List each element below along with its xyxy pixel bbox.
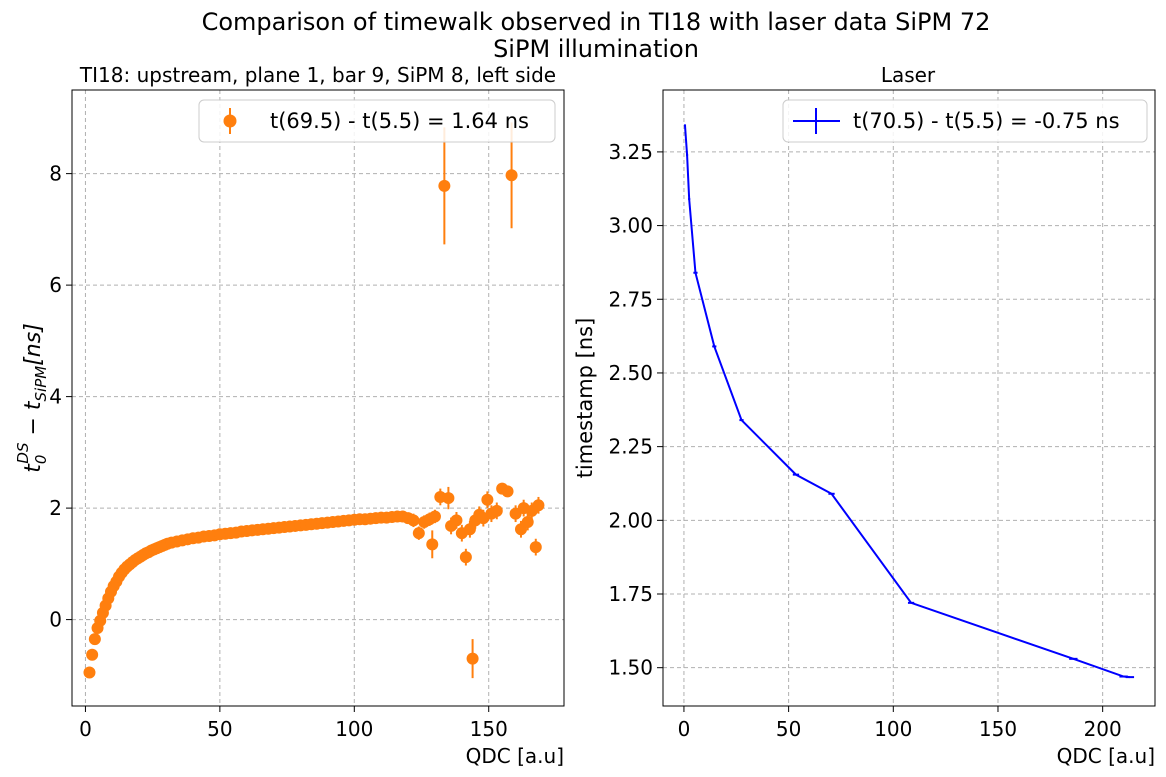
left-x-axis-label: QDC [a.u] [466,744,564,768]
data-point [428,510,441,523]
right-ytick-label: 3.25 [608,140,653,164]
figure-suptitle-line2: SiPM illumination [493,35,699,63]
data-point [442,492,455,505]
left-grid [72,90,564,706]
left-ytick-label: 0 [49,608,62,632]
data-point [407,514,420,527]
right-ytick-label: 1.50 [608,656,653,680]
data-point [529,541,542,554]
left-legend-label: t(69.5) - t(5.5) = 1.64 ns [270,109,529,133]
left-xtick-label: 100 [335,717,373,741]
data-point [490,504,503,517]
left-ytick-label: 8 [49,162,62,186]
right-xtick-label: 200 [1084,717,1122,741]
data-point [88,633,101,646]
left-plot-title: TI18: upstream, plane 1, bar 9, SiPM 8, … [79,63,556,87]
right-xtick-label: 150 [979,717,1017,741]
right-ytick-label: 3.00 [608,214,653,238]
series-line [683,125,1130,679]
left-ytick-label: 2 [49,496,62,520]
right-grid [663,90,1155,706]
data-point [459,551,472,564]
figure-suptitle-line1: Comparison of timewalk observed in TI18 … [202,8,991,36]
data-point [450,514,463,527]
right-ticks: 0 50 100 150 200 1.50 1.75 2.00 2.25 2.50 2.75 3.00… [608,140,1121,741]
left-ytick-label: 6 [49,273,62,297]
left-legend: t(69.5) - t(5.5) = 1.64 ns [198,99,556,143]
data-point [83,666,96,679]
left-ytick-label: 4 [49,385,62,409]
right-x-axis-label: QDC [a.u] [1057,744,1155,768]
data-point [438,179,451,192]
right-ytick-label: 2.00 [608,508,653,532]
left-data-points [83,122,545,679]
right-legend: t(70.5) - t(5.5) = -0.75 ns [782,99,1148,143]
data-point [426,538,439,551]
left-xtick-label: 0 [79,717,92,741]
right-ytick-label: 2.50 [608,361,653,385]
data-point [412,527,425,540]
data-point [466,652,479,665]
plot-laser: Laser 0 50 100 150 200 1.50 1.75 2.00 2.25 2.50 2.… [573,63,1156,768]
left-legend-frame [198,99,556,143]
right-ytick-label: 2.75 [608,287,653,311]
right-xtick-label: 100 [874,717,912,741]
right-ytick-label: 1.75 [608,582,653,606]
left-y-axis-label: t0DS − tSiPM[ns] [14,323,50,473]
data-point [521,516,534,529]
right-xtick-label: 0 [678,717,691,741]
data-point [505,169,518,182]
right-y-axis-label: timestamp [ns] [573,318,597,479]
data-point [86,648,99,661]
data-point [501,485,514,498]
right-xtick-label: 50 [776,717,801,741]
right-axes-frame [662,89,1156,707]
left-axes-frame [71,89,565,707]
data-point [463,523,476,536]
left-xtick-label: 50 [207,717,232,741]
right-data-line [683,124,1135,679]
data-point [532,499,545,512]
right-legend-label: t(70.5) - t(5.5) = -0.75 ns [853,109,1120,133]
data-point [481,493,494,506]
left-xtick-label: 150 [470,717,508,741]
left-ticks: 0 50 100 150 0 2 4 6 8 [49,162,508,741]
plot-timewalk-ti18: TI18: upstream, plane 1, bar 9, SiPM 8, … [14,63,565,768]
right-legend-frame [782,99,1148,143]
right-plot-title: Laser [881,63,936,87]
right-ytick-label: 2.25 [608,435,653,459]
left-legend-marker [223,114,237,128]
